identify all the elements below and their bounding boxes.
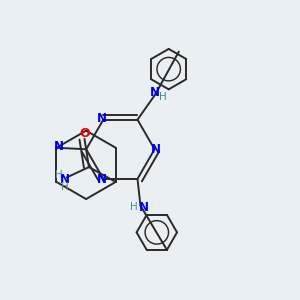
Text: H: H bbox=[61, 182, 68, 192]
Text: N: N bbox=[60, 173, 70, 186]
Text: O: O bbox=[79, 127, 90, 140]
Text: N: N bbox=[97, 173, 107, 186]
Text: H: H bbox=[56, 170, 63, 180]
Text: N: N bbox=[138, 202, 148, 214]
Text: N: N bbox=[54, 140, 64, 153]
Text: N: N bbox=[150, 86, 160, 99]
Text: H: H bbox=[130, 202, 138, 212]
Text: H: H bbox=[159, 92, 166, 102]
Text: N: N bbox=[97, 112, 107, 125]
Text: N: N bbox=[151, 143, 161, 156]
